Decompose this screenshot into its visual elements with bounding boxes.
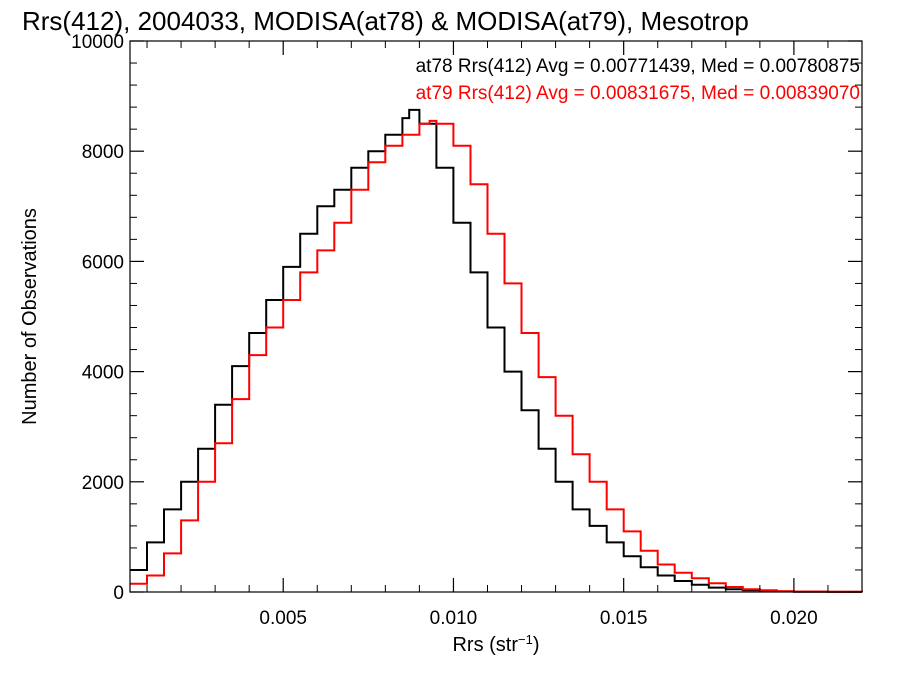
x-axis-label-sup: −1 [518, 632, 533, 647]
y-tick-label: 10000 [71, 32, 124, 53]
y-tick-label: 8000 [82, 142, 124, 163]
annotation-at79: at79 Rrs(412) Avg = 0.00831675, Med = 0.… [416, 83, 860, 104]
x-axis: 0.005 0.010 0.015 0.020 [146, 41, 863, 629]
series-line-at79 [130, 119, 863, 593]
y-axis: 0 2000 4000 6000 8000 10000 [71, 32, 862, 604]
x-tick-label: 0.015 [600, 608, 648, 629]
x-axis-label-main: Rrs (str [452, 634, 518, 656]
x-tick-label: 0.010 [430, 608, 478, 629]
y-tick-label: 0 [113, 583, 124, 604]
plot-frame [129, 40, 863, 593]
x-tick-label: 0.020 [770, 608, 818, 629]
y-tick-label: 4000 [82, 363, 124, 384]
y-axis-label: Number of Observations [19, 208, 41, 425]
chart-title: Rrs(412), 2004033, MODISA(at78) & MODISA… [22, 6, 749, 36]
series-layer [130, 108, 863, 593]
annotation-at78: at78 Rrs(412) Avg = 0.00771439, Med = 0.… [416, 56, 860, 77]
series-line-at78 [130, 108, 863, 593]
y-tick-label: 2000 [82, 473, 124, 494]
x-tick-label: 0.005 [259, 608, 307, 629]
y-tick-label: 6000 [82, 252, 124, 273]
x-axis-label: Rrs (str−1) [452, 632, 539, 657]
x-axis-label-close: ) [533, 634, 540, 656]
annotations: at78 Rrs(412) Avg = 0.00771439, Med = 0.… [416, 56, 860, 104]
